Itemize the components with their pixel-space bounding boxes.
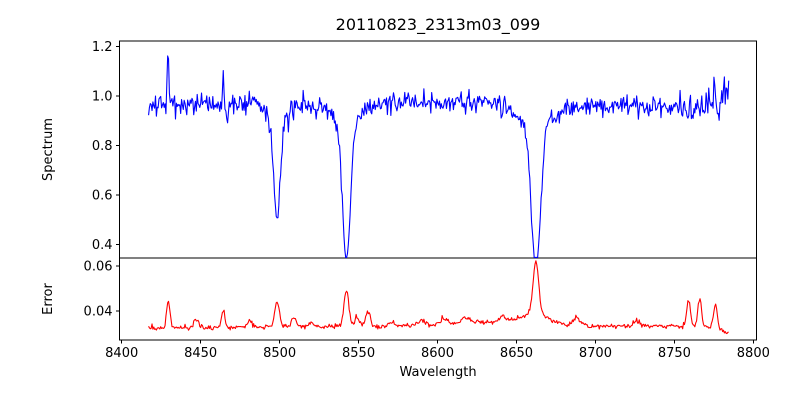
x-axis-label: Wavelength xyxy=(399,365,476,380)
spectrum-line xyxy=(148,55,730,259)
error-line xyxy=(148,260,729,335)
y-tick-label: 0.8 xyxy=(92,139,113,154)
tick-marks xyxy=(116,46,754,344)
x-tick-label: 8400 xyxy=(105,346,138,361)
x-tick-label: 8750 xyxy=(658,346,691,361)
x-tick-label: 8450 xyxy=(184,346,217,361)
axes-frames xyxy=(119,40,757,341)
spectrum-panel-frame xyxy=(119,40,757,259)
y-axis-label-error: Error xyxy=(41,283,56,315)
chart-generated-content: 8400 8450 8500 8550 8600 8650 8700 8750 8800 0.4 0… xyxy=(84,40,770,361)
y-tick-label: 0.4 xyxy=(92,238,113,253)
x-tick-label: 8700 xyxy=(579,346,612,361)
x-tick-label: 8550 xyxy=(342,346,375,361)
tick-labels: 8400 8450 8500 8550 8600 8650 8700 8750 8800 0.4 0… xyxy=(84,40,770,361)
y-tick-label: 1.0 xyxy=(92,90,113,105)
y-tick-label: 0.6 xyxy=(92,188,113,203)
y-axis-label-spectrum: Spectrum xyxy=(41,118,56,181)
chart-title: 20110823_2313m03_099 xyxy=(336,15,541,35)
x-tick-label: 8500 xyxy=(263,346,296,361)
x-tick-label: 8600 xyxy=(421,346,454,361)
y-tick-label: 0.06 xyxy=(84,260,113,275)
y-tick-label: 0.04 xyxy=(84,305,113,320)
y-tick-label: 1.2 xyxy=(92,40,113,55)
x-tick-label: 8800 xyxy=(737,346,770,361)
error-panel-frame xyxy=(119,257,757,341)
x-tick-label: 8650 xyxy=(500,346,533,361)
